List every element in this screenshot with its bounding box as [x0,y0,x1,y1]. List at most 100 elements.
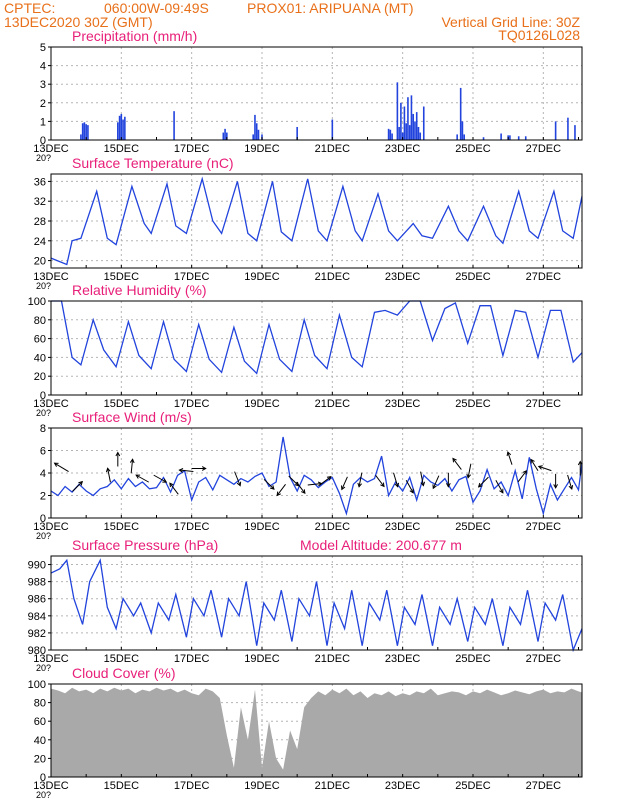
wind-arrow-head [301,489,306,495]
y-tick-label: 0 [40,390,46,402]
x-tick-label: 25DEC [455,143,491,155]
precip-bar [567,117,569,140]
wind-arrow-shaft [405,479,414,494]
precip-bar [405,123,407,140]
x-tick-label: 23DEC [385,271,421,283]
wind-arrow-shaft [130,459,134,474]
wind-arrow-shaft [276,483,286,496]
x-tick-label: 27DEC [526,271,562,283]
wind-arrow-head [530,458,535,464]
wind-arrow-shaft [263,478,275,490]
x-tick-label: 25DEC [455,653,491,665]
y-tick-label: 0 [40,513,46,525]
wind-arrow-shaft [288,475,299,487]
wind-arrow-head [553,484,558,489]
precip-bar [509,135,511,140]
panel-wind: 0 2 4 6 8 13DEC 15DEC 17DEC 19DEC 21DEC 23DEC 25DEC… [33,409,583,541]
y-tick-label: 40 [34,735,46,747]
y-tick-label: 0 [40,135,46,147]
precip-bar [254,114,256,140]
x-tick-label: 15DEC [104,653,140,665]
x-tick-label: 25DEC [455,780,491,792]
precip-bar [83,122,86,140]
wind-arrow-head [432,484,437,490]
wind-arrow-head [506,451,512,457]
y-tick-label: 100 [28,296,46,308]
wind-arrow-head [452,457,457,463]
x-tick-label: 13DEC [33,271,69,283]
x-tick-label-cut: 20? [36,408,51,418]
header: CPTEC: 060:00W-09:49S PROX01: ARIPUANA (… [4,0,580,43]
wind-arrow-shaft [432,475,440,489]
x-tick-label: 19DEC [244,143,280,155]
precip-bar [396,82,399,140]
x-tick-label: 27DEC [526,780,562,792]
grid-wind [51,427,582,519]
wind-arrow-head [357,482,363,488]
x-tick-label: 17DEC [174,143,210,155]
rh-series-line [51,300,583,375]
y-tick-label: 986 [28,594,46,606]
x-tick-label: 21DEC [315,271,351,283]
wind-arrow-head [162,478,168,483]
wind-arrow-head [135,474,141,479]
panel-title: Cloud Cover (%) [72,665,175,681]
y-tick-label: 4 [40,468,46,480]
wind-arrow-shaft [358,472,363,487]
precip-bar [226,132,228,140]
x-tick-label: 23DEC [385,780,421,792]
wind-arrow-head [477,482,483,488]
x-tick-label: 23DEC [385,653,421,665]
x-tick-label-cut: 20? [36,531,51,541]
x-tick-label: 17DEC [174,398,210,410]
plot-frame [50,46,583,141]
plot-frame [50,300,583,396]
y-tick-label: 20 [34,256,46,268]
precip-bar [407,97,409,140]
panel-precip: 0 1 2 3 4 5 13DEC 15DEC 17DEC 19DEC 21DEC 23DEC 25DE… [33,28,583,163]
x-tick-label: 23DEC [385,398,421,410]
precip-bar [524,136,527,140]
precip-bar [117,122,119,140]
wind-arrow-head [169,482,174,488]
x-tick-label: 15DEC [104,398,140,410]
wind-arrow-shaft [530,459,539,471]
precip-bar [574,125,576,140]
precip-bar [222,132,225,140]
x-tick-label: 13DEC [33,521,69,533]
precip-bar [124,116,126,140]
precip-bar [401,132,404,140]
wind-arrow-head [394,482,400,488]
y-tick-label: 980 [28,645,46,657]
y-tick-label: 80 [34,698,46,710]
y-tick-label: 2 [40,491,46,503]
x-tick-label: 17DEC [174,271,210,283]
y-tick-label: 5 [40,42,46,54]
x-tick-label: 27DEC [526,143,562,155]
y-tick-label: 24 [34,236,46,248]
precip-bar [398,126,400,140]
header-date: 13DEC2020 30Z (GMT) [4,14,153,30]
wind-arrow-head [499,488,504,494]
x-tick-label: 21DEC [315,521,351,533]
precip-bar [463,134,465,140]
precip-bar [173,111,175,140]
precip-bar [331,119,334,140]
panel-title: Surface Pressure (hPa) [72,537,218,553]
wind-series-line [50,436,583,517]
wind-arrow-head [236,481,242,487]
precip-bar [414,121,416,140]
precip-bar [500,133,502,140]
precip-bar [517,136,520,140]
panel-cloud: 0 20 40 60 80 100 13DEC 15DEC 17DEC 19DEC 21DEC 23D… [28,665,583,800]
y-tick-label: 982 [28,628,46,640]
wind-arrow-head [269,485,275,490]
cloud-cover-area [51,687,582,777]
wind-arrow-head [115,451,121,457]
panel-title: Relative Humidity (%) [72,282,207,298]
precip-bar [387,128,390,140]
wind-arrow-shaft [169,482,179,495]
precip-bar [417,126,420,140]
precip-bar [224,128,226,140]
